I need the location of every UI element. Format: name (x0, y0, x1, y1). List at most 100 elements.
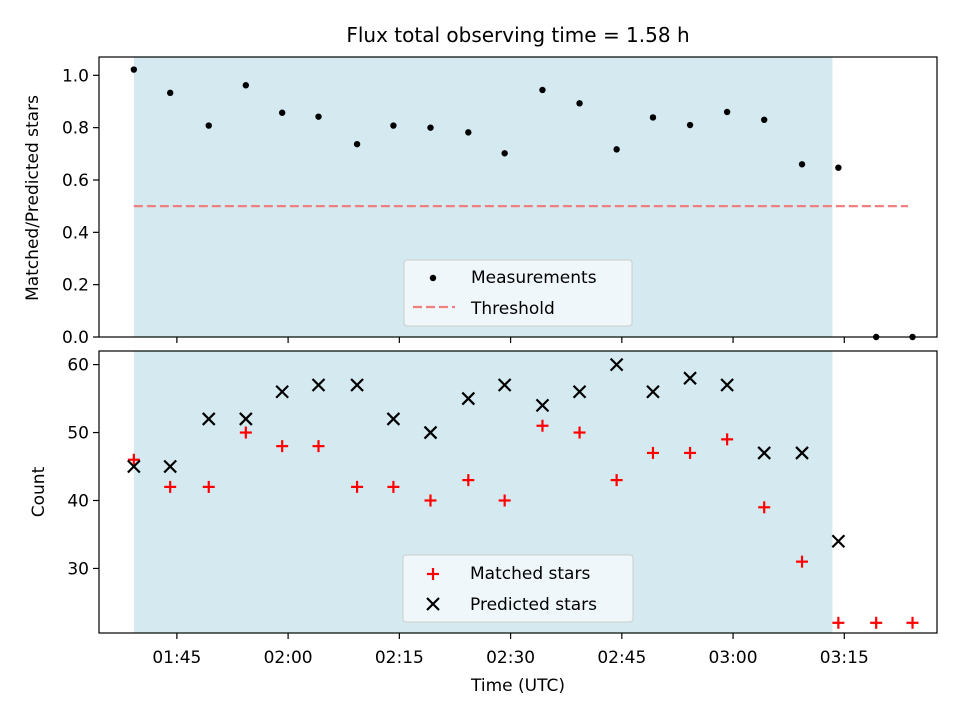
x-tick-label: 02:30 (486, 648, 535, 668)
cross-stroke-b (757, 446, 771, 460)
predicted-star-point (831, 534, 846, 549)
x-axis-label: Time (UTC) (470, 676, 565, 696)
predicted-star-point (646, 384, 660, 399)
cross-stroke-b (720, 378, 734, 392)
matched-star-point (796, 555, 809, 568)
legend-matched-label: Matched stars (470, 564, 590, 584)
legend-x-glyph (426, 597, 440, 611)
ratio-plot-frame (98, 56, 938, 338)
measurement-point (130, 66, 138, 73)
cross-stroke-b (572, 384, 587, 399)
count-x-ticks: 01:45 02:00 02:15 02:30 02:45 03:00 03:15 (152, 633, 869, 668)
predicted-star-point (239, 412, 253, 426)
measurement-points (130, 66, 916, 341)
matched-star-point (462, 474, 475, 487)
cross-stroke-b (426, 597, 440, 611)
measurement-point (353, 140, 361, 148)
legend-threshold-label: Threshold (470, 299, 555, 319)
predicted-star-point (461, 391, 476, 406)
predicted-star-point (275, 384, 289, 399)
legend-x-marker (426, 597, 440, 611)
cross-stroke-b (831, 534, 846, 549)
y-tick-label: 0.6 (62, 171, 89, 191)
cross-stroke-b (201, 412, 216, 426)
matched-star-point (906, 616, 919, 629)
matched-star-point (536, 419, 549, 432)
x-tick-label: 02:45 (597, 648, 646, 668)
measurement-point (686, 121, 694, 129)
matched-star-point (721, 433, 734, 446)
measurement-point (501, 150, 508, 157)
matched-stars-points (127, 419, 919, 629)
matched-star-point (610, 474, 623, 487)
cross-stroke-b (795, 446, 809, 460)
y-tick-label: 30 (67, 559, 89, 579)
predicted-star-point (311, 378, 326, 392)
matched-star-point (832, 616, 845, 629)
count-legend: Matched stars Predicted stars (402, 554, 634, 623)
predicted-stars-points (127, 357, 846, 549)
predicted-star-point (795, 446, 809, 460)
predicted-star-point (683, 371, 697, 385)
ratio-y-ticks: 0.0 0.2 0.4 0.6 0.8 1.0 (62, 66, 99, 348)
predicted-star-point (386, 412, 401, 426)
y-tick-label: 0.8 (62, 119, 89, 139)
y-tick-label: 0.4 (62, 223, 89, 243)
matched-star-point (276, 440, 289, 453)
predicted-star-point (572, 384, 587, 399)
legend-plus-glyph (427, 568, 439, 580)
legend-predicted-label: Predicted stars (470, 595, 597, 615)
predicted-star-point (609, 357, 624, 372)
matched-star-point (424, 494, 437, 507)
predicted-star-point (757, 446, 771, 460)
measurement-point (242, 82, 250, 89)
chart-title: Flux total observing time = 1.58 h (346, 23, 689, 47)
y-tick-label: 50 (67, 424, 89, 444)
measurement-point (835, 164, 842, 171)
measurement-point (761, 116, 768, 124)
cross-stroke-b (497, 378, 512, 392)
cross-stroke-b (646, 384, 660, 399)
cross-stroke-b (239, 412, 253, 426)
matched-star-point (164, 480, 177, 493)
cross-stroke-b (163, 459, 177, 474)
matched-star-point (239, 426, 252, 439)
x-tick-label: 02:15 (375, 648, 424, 668)
ratio-legend-box (403, 259, 633, 327)
measurement-point (576, 100, 583, 107)
matched-star-point (202, 480, 215, 493)
count-y-ticks: 30 40 50 60 (67, 356, 99, 579)
predicted-star-point (423, 425, 438, 440)
cross-stroke-b (609, 357, 624, 372)
cross-stroke-b (275, 384, 289, 399)
y-tick-label: 0.2 (62, 276, 89, 296)
ratio-x-ticks (176, 337, 845, 343)
measurement-point (166, 89, 174, 97)
cross-stroke-b (311, 378, 326, 392)
measurement-point (390, 122, 397, 129)
x-tick-label: 03:15 (820, 648, 869, 668)
matched-star-point (684, 446, 697, 459)
ratio-legend: Measurements Threshold (403, 259, 633, 327)
y-tick-label: 40 (67, 491, 89, 511)
predicted-star-point (127, 459, 141, 474)
predicted-star-point (201, 412, 216, 426)
count-legend-box (402, 554, 634, 623)
predicted-star-point (497, 378, 512, 392)
legend-measurements-label: Measurements (471, 268, 597, 288)
predicted-star-point (535, 398, 550, 413)
measurement-point (798, 161, 806, 168)
matched-star-point (573, 426, 586, 439)
x-tick-label: 03:00 (709, 648, 758, 668)
measurement-point (427, 124, 434, 131)
measurement-point (613, 146, 620, 153)
matched-star-point (870, 616, 883, 629)
cross-stroke-b (535, 398, 550, 413)
measurement-point (465, 129, 472, 136)
cross-stroke-b (350, 378, 364, 392)
y-tick-label: 1.0 (62, 66, 89, 86)
predicted-star-point (350, 378, 364, 392)
cross-stroke-b (461, 391, 476, 406)
